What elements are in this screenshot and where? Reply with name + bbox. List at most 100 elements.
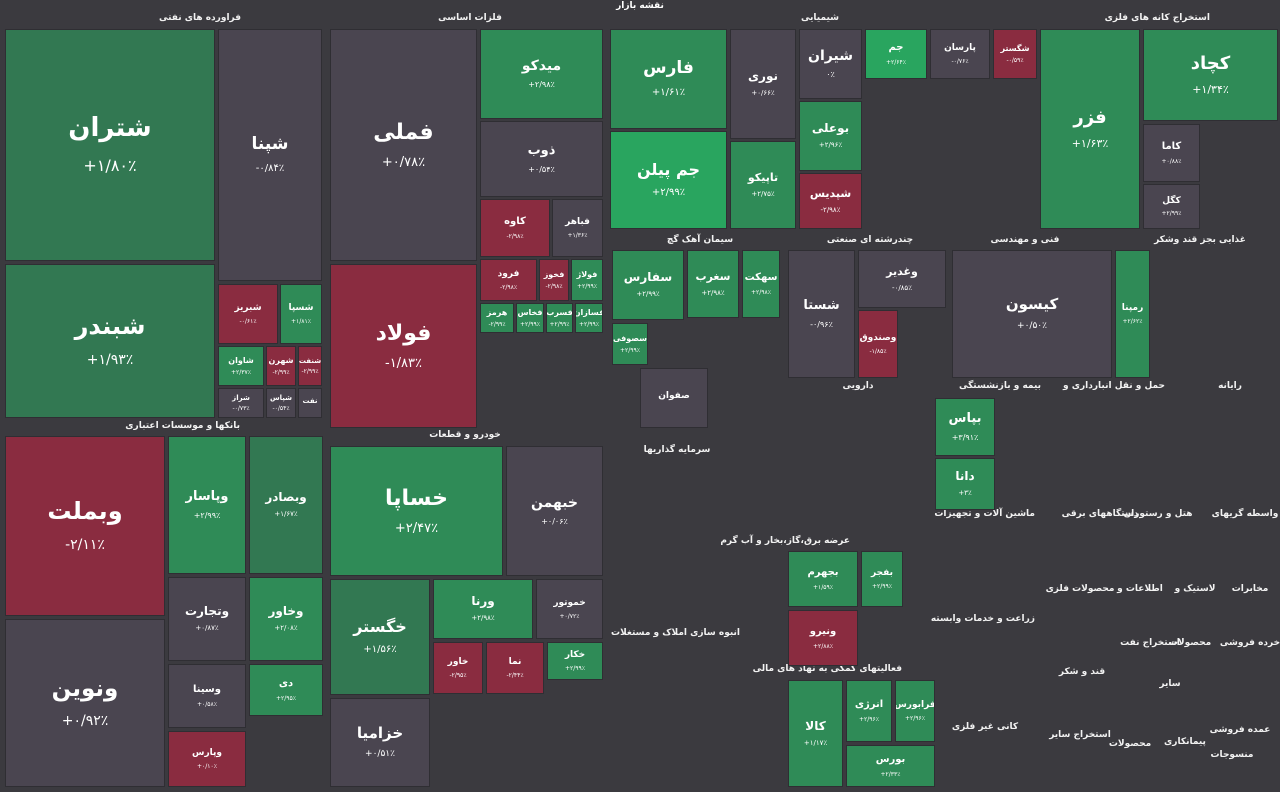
tile-minor[interactable] [858, 388, 933, 543]
tile-minor[interactable] [935, 735, 1035, 787]
tile-jampilen[interactable]: جم پیلن +۲/۹۹٪ [610, 131, 727, 229]
tile-semkat[interactable]: سهکت +۲/۹۸٪ [742, 250, 780, 318]
tile-famli[interactable]: فملی +۰/۷۸٪ [330, 29, 477, 261]
tile-minor[interactable] [906, 551, 932, 658]
tile-nouri[interactable]: نوری +۰/۶۶٪ [730, 29, 796, 139]
tile-vniro[interactable]: ونیرو +۲/۸۸٪ [788, 610, 858, 666]
tile-minor[interactable] [1200, 524, 1278, 584]
tile-sofvan[interactable]: صفوان [640, 368, 708, 428]
tile-kachad[interactable]: کچاد +۱/۳۴٪ [1143, 29, 1278, 121]
tile-khavar[interactable]: خاور -۲/۹۵٪ [433, 642, 483, 694]
tile-midko[interactable]: میدکو +۲/۹۸٪ [480, 29, 603, 119]
tile-minor[interactable] [1183, 398, 1278, 514]
tile-vsandooq[interactable]: وصندوق -۱/۸۵٪ [858, 310, 898, 378]
tile-kama[interactable]: کاما +۰/۸۸٪ [1143, 124, 1200, 182]
tile-emerald[interactable]: انرژی +۲/۹۶٪ [846, 680, 892, 742]
tile-minor[interactable] [610, 460, 670, 630]
tile-vanovin[interactable]: ونوین +۰/۹۲٪ [5, 619, 165, 787]
tile-vbsader[interactable]: وبصادر +۱/۶۷٪ [249, 436, 323, 574]
tile-sesofian[interactable]: سصوفی +۲/۹۹٪ [612, 323, 648, 365]
tile-shasta[interactable]: شستا -۰/۹۶٪ [788, 250, 855, 378]
tile-dey[interactable]: دی +۲/۹۵٪ [249, 664, 323, 716]
tile-shahran[interactable]: شهرن -۲/۹۹٪ [266, 346, 296, 386]
tile-minor[interactable] [935, 630, 1035, 729]
tile-kala[interactable]: کالا +۱/۱۷٪ [788, 680, 843, 787]
tile-vorna[interactable]: ورنا +۲/۹۸٪ [433, 579, 533, 639]
tile-khbahman[interactable]: خبهمن +۰/۰۶٪ [506, 446, 603, 576]
tile-minor[interactable] [668, 650, 726, 787]
tile-minor[interactable] [1138, 524, 1198, 584]
tile-minor[interactable] [978, 524, 1038, 584]
tile-fbaher[interactable]: فباهر +۱/۳۶٪ [552, 199, 603, 257]
tile-shapdis[interactable]: شپدیس -۲/۹۸٪ [799, 173, 862, 229]
tile-vpars[interactable]: وپارس +۰/۱۰٪ [168, 731, 246, 787]
tile-vpasar[interactable]: وپاسار +۲/۹۹٪ [168, 436, 246, 574]
tile-vmelat[interactable]: وبملت -۲/۱۱٪ [5, 436, 165, 616]
tile-jam[interactable]: جم +۲/۶۴٪ [865, 29, 927, 79]
tile-rampana[interactable]: رمپنا +۲/۶۲٪ [1115, 250, 1150, 378]
tile-zob[interactable]: ذوب +۰/۵۴٪ [480, 121, 603, 197]
tile-bapas[interactable]: بپاس +۳/۹۱٪ [935, 398, 995, 456]
tile-tapiko[interactable]: تاپیکو +۲/۷۵٪ [730, 141, 796, 229]
tile-shebriz[interactable]: شبریز -۰/۶۱٪ [218, 284, 278, 344]
tile-khamotor[interactable]: خموتور +۰/۷۲٪ [536, 579, 603, 639]
tile-minor[interactable] [998, 398, 1064, 514]
tile-minor[interactable] [1143, 600, 1278, 640]
tile-vghadir[interactable]: وغدیر -۰/۸۵٪ [858, 250, 946, 308]
tile-minor[interactable] [1067, 398, 1117, 514]
tile-minor[interactable] [433, 697, 603, 787]
tile-foolad[interactable]: فولاد -۱/۸۳٪ [330, 264, 477, 428]
tile-fars[interactable]: فارس +۱/۶۱٪ [610, 29, 727, 129]
tile-khazamia[interactable]: خزامیا +۰/۵۱٪ [330, 698, 430, 787]
tile-nama[interactable]: نما -۲/۴۴٪ [486, 642, 544, 694]
tile-kisun[interactable]: کیسون +۰/۵۰٪ [952, 250, 1112, 378]
tile-shenaft[interactable]: شنفت -۲/۹۹٪ [298, 346, 322, 386]
tile-minor[interactable] [249, 719, 323, 787]
tile-shabandar[interactable]: شبندر +۱/۹۳٪ [5, 264, 215, 418]
tile-minor[interactable] [1040, 524, 1135, 584]
tile-minor[interactable] [1120, 398, 1180, 514]
tile-minor[interactable] [612, 430, 684, 443]
tile-shegoster[interactable]: شگستر -۰/۵۹٪ [993, 29, 1037, 79]
tile-vsina[interactable]: وسینا +۰/۵۸٪ [168, 664, 246, 728]
tile-sahrab[interactable]: سغرب +۲/۹۸٪ [687, 250, 739, 318]
tile-vtejarat[interactable]: وتجارت +۰/۸۷٪ [168, 577, 246, 661]
tile-fakhas[interactable]: فخاس +۲/۹۹٪ [516, 303, 544, 333]
tile-minor[interactable] [930, 82, 1040, 232]
tile-shapna[interactable]: شپنا -۰/۸۴٪ [218, 29, 322, 281]
tile-sfaars[interactable]: سفارس +۲/۹۹٪ [612, 250, 684, 320]
tile-vkhavar[interactable]: وخاور +۲/۰۸٪ [249, 577, 323, 661]
tile-shepas[interactable]: شپاس -۰/۵۴٪ [266, 388, 296, 418]
tile-hormoz[interactable]: هرمز -۲/۹۹٪ [480, 303, 514, 333]
tile-parsan[interactable]: پارسان -۰/۷۶٪ [930, 29, 990, 79]
tile-minor[interactable] [612, 368, 638, 428]
tile-shiraz[interactable]: شراز -۰/۷۳٪ [218, 388, 264, 418]
tile-farvard[interactable]: فرود -۲/۹۸٪ [480, 259, 537, 301]
tile-naft[interactable]: نفت [298, 388, 322, 418]
tile-bjahrom[interactable]: بجهرم +۱/۵۹٪ [788, 551, 858, 607]
tile-minor[interactable] [1200, 124, 1278, 229]
tile-khesapa[interactable]: خساپا +۲/۴۷٪ [330, 446, 503, 576]
tile-fakhooz[interactable]: فخوز -۲/۹۸٪ [539, 259, 569, 301]
tile-minor[interactable] [935, 524, 975, 624]
tile-booali[interactable]: بوعلی +۲/۹۶٪ [799, 101, 862, 171]
tile-minor[interactable] [480, 335, 603, 428]
tile-shiran[interactable]: شیران ۰٪ [799, 29, 862, 99]
tile-shesepa[interactable]: شسپا +۱/۸۱٪ [280, 284, 322, 344]
tile-bafjar[interactable]: بفجر +۲/۹۹٪ [861, 551, 903, 607]
tile-fesazan[interactable]: فسازان +۲/۹۹٪ [575, 303, 603, 333]
tile-kegol[interactable]: کگل +۲/۹۹٪ [1143, 184, 1200, 229]
tile-kaveh[interactable]: کاوه -۲/۹۸٪ [480, 199, 550, 257]
tile-minor[interactable] [710, 380, 780, 440]
tile-khakar[interactable]: خکار +۲/۹۹٪ [547, 642, 603, 680]
tile-folaj[interactable]: فولاژ +۲/۹۹٪ [571, 259, 603, 301]
tile-fazar[interactable]: فزر +۱/۶۳٪ [1040, 29, 1140, 229]
tile-fasreb[interactable]: فسرب +۲/۹۹٪ [546, 303, 573, 333]
tile-minor[interactable] [1040, 600, 1140, 642]
tile-farabourse[interactable]: فرابورس +۲/۹۶٪ [895, 680, 935, 742]
tile-bourse[interactable]: بورس +۲/۳۳٪ [846, 745, 935, 787]
tile-shatran[interactable]: شتران +۱/۸۰٪ [5, 29, 215, 261]
tile-minor[interactable] [610, 650, 665, 787]
tile-shavan[interactable]: شاوان +۲/۳۷٪ [218, 346, 264, 386]
tile-dana[interactable]: دانا +۳٪ [935, 458, 995, 510]
